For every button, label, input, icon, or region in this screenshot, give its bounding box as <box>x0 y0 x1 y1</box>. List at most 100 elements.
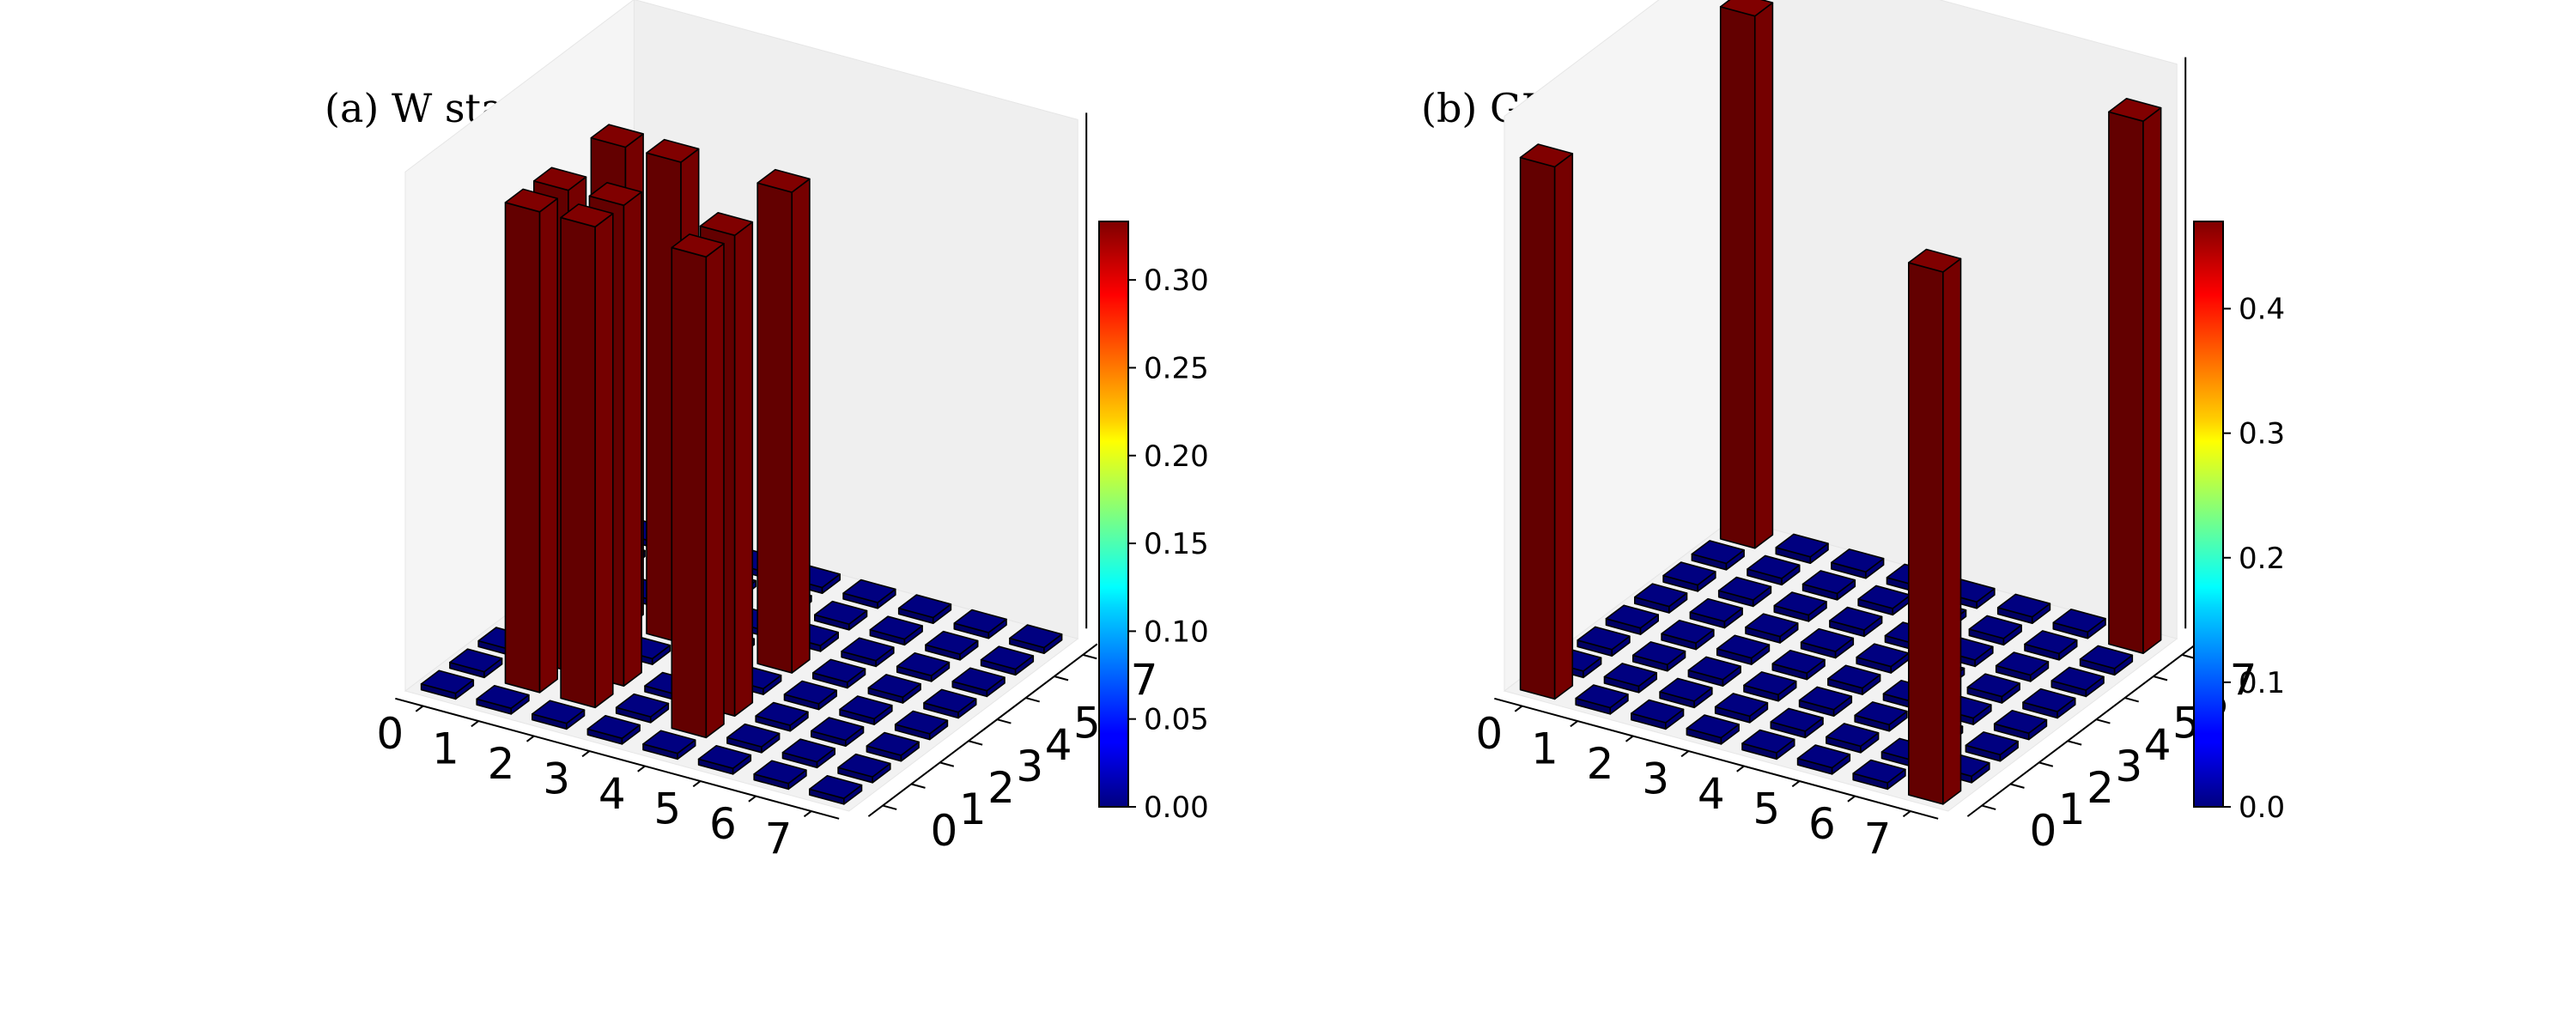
bar-top-face <box>951 667 1005 692</box>
bar-top-face <box>980 645 1035 670</box>
y-axis-line <box>867 643 1098 817</box>
bar-top-face <box>842 579 896 603</box>
y-tick-label: 2 <box>2087 763 2114 813</box>
y-tick-label: 3 <box>1016 742 1043 791</box>
bar <box>1829 606 1883 638</box>
bar-top-face <box>783 680 837 705</box>
colorbar-tick-label: 0.20 <box>1144 439 1209 474</box>
bar <box>1965 731 2019 762</box>
bar-top-face <box>869 615 923 640</box>
y-tick-label: 1 <box>959 785 987 834</box>
bar <box>2050 666 2105 698</box>
bar-top-face <box>866 731 920 756</box>
colorbar: 0.00 0.05 0.10 0.15 0.20 0.25 0.30 <box>1098 221 1209 825</box>
bar-side-face <box>623 191 642 688</box>
bar-top-face <box>1796 744 1851 769</box>
bar <box>1993 709 2048 741</box>
bar <box>1741 729 1795 760</box>
bar <box>420 670 475 700</box>
bar <box>1519 143 1574 700</box>
x-tick-mark <box>1791 780 1801 788</box>
bar-top-face <box>809 774 863 799</box>
bar-top-face <box>1519 143 1574 168</box>
bar-top-face <box>588 181 642 207</box>
bar-side-face <box>733 221 754 718</box>
y-tick-label: 7 <box>2230 656 2257 706</box>
bar-top-face <box>1747 554 1801 579</box>
x-tick-mark <box>1680 750 1690 758</box>
bar-top-face <box>953 609 1007 633</box>
bar-top-face <box>923 688 977 713</box>
bar-top-face <box>839 695 893 720</box>
x-axis-line <box>395 697 840 820</box>
bar-top-face <box>867 674 921 699</box>
x-tick-mark <box>415 705 424 712</box>
colorbar-tick-label: 0.0 <box>2239 791 2285 825</box>
x-tick-label: 1 <box>432 724 459 773</box>
bar-top-face <box>1659 677 1713 702</box>
bar-top-face <box>812 658 866 683</box>
bar <box>2079 645 2134 676</box>
bar-top-face <box>1852 759 1906 784</box>
bar-top-face <box>1745 613 1799 638</box>
colorbar-tick-label: 0.25 <box>1144 351 1209 385</box>
bar <box>753 760 807 791</box>
bar-top-face <box>1691 540 1745 565</box>
bar <box>1831 548 1885 579</box>
bar <box>697 744 752 775</box>
bar-top-face <box>925 630 979 655</box>
bar-top-face <box>1661 619 1715 644</box>
bar-top-face <box>1605 604 1659 629</box>
bar-top-face <box>1831 548 1885 573</box>
bar-top-face <box>1634 583 1688 608</box>
bar <box>1826 723 1880 754</box>
bar <box>1714 693 1769 724</box>
colorbar-tick-label: 0.1 <box>2239 666 2285 700</box>
bar-top-face <box>615 693 670 718</box>
bar <box>671 233 725 739</box>
x-tick-label: 7 <box>1864 814 1892 863</box>
bar <box>1798 686 1853 718</box>
x-axis-line <box>1494 697 1939 820</box>
bar <box>1716 634 1771 665</box>
bar <box>1689 597 1743 629</box>
bar-top-face <box>2079 645 2134 670</box>
x-tick-label: 6 <box>709 799 737 849</box>
bar <box>1634 583 1688 614</box>
bar-top-face <box>1689 597 1743 622</box>
bar <box>812 658 866 689</box>
y-tick-mark <box>882 804 897 810</box>
bar <box>2108 97 2162 655</box>
bar <box>781 738 835 769</box>
bar <box>1968 615 2022 646</box>
y-tick-mark <box>968 740 983 746</box>
colorbar-gradient <box>2193 221 2224 808</box>
bar-front-face <box>671 246 708 739</box>
bar-top-face <box>1687 656 1741 681</box>
y-tick-mark <box>2038 761 2054 767</box>
bar <box>1966 673 2020 704</box>
bar <box>586 714 641 745</box>
bar-top-face <box>2052 609 2106 633</box>
y-tick-mark <box>1025 697 1040 703</box>
bar-top-face <box>1714 693 1769 718</box>
bar <box>1686 714 1740 745</box>
bar-top-face <box>1771 649 1826 674</box>
bar-top-face <box>1603 663 1657 688</box>
bar <box>1717 576 1772 608</box>
bar <box>841 637 895 668</box>
bar-side-face <box>594 212 614 709</box>
bar <box>1773 591 1827 622</box>
y-axis-line <box>1966 643 2197 817</box>
bar <box>1691 540 1745 571</box>
x-tick-mark <box>471 720 479 728</box>
y-tick-mark <box>2010 783 2025 789</box>
x-tick-label: 5 <box>1753 784 1780 833</box>
bar-top-face <box>1719 0 1774 17</box>
bar <box>755 701 809 732</box>
x-tick-mark <box>1625 735 1634 742</box>
bar <box>842 579 896 609</box>
bar-top-face <box>1800 627 1855 652</box>
bar <box>867 674 921 704</box>
